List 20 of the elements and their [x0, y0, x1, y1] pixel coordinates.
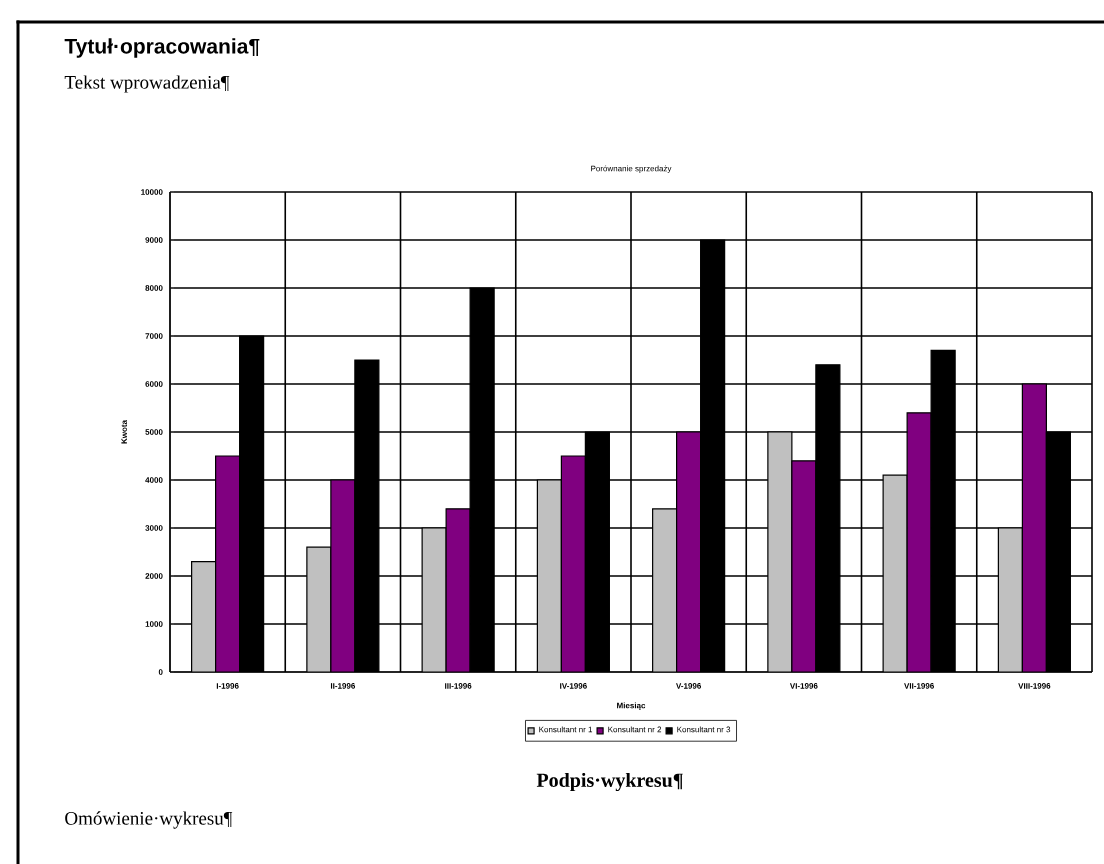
bar	[191, 561, 216, 672]
bar	[422, 528, 447, 672]
text: Podpis·wykresu¶	[536, 772, 683, 792]
bar	[306, 547, 331, 672]
bar	[652, 508, 677, 672]
bar	[446, 508, 471, 672]
bar	[791, 460, 816, 672]
bar	[330, 480, 355, 672]
bar	[997, 527, 1023, 672]
bar	[1021, 383, 1047, 672]
bar	[907, 412, 932, 672]
text: Tekst wprowadzenia¶	[64, 75, 230, 93]
bar	[883, 475, 908, 672]
bar	[676, 432, 701, 672]
text: Tytuł·opracowania¶	[64, 38, 260, 58]
bar	[215, 456, 240, 672]
bar	[767, 432, 792, 672]
bar	[561, 456, 586, 672]
bar	[537, 480, 562, 672]
text: Omówienie·wykresu¶	[65, 811, 233, 829]
